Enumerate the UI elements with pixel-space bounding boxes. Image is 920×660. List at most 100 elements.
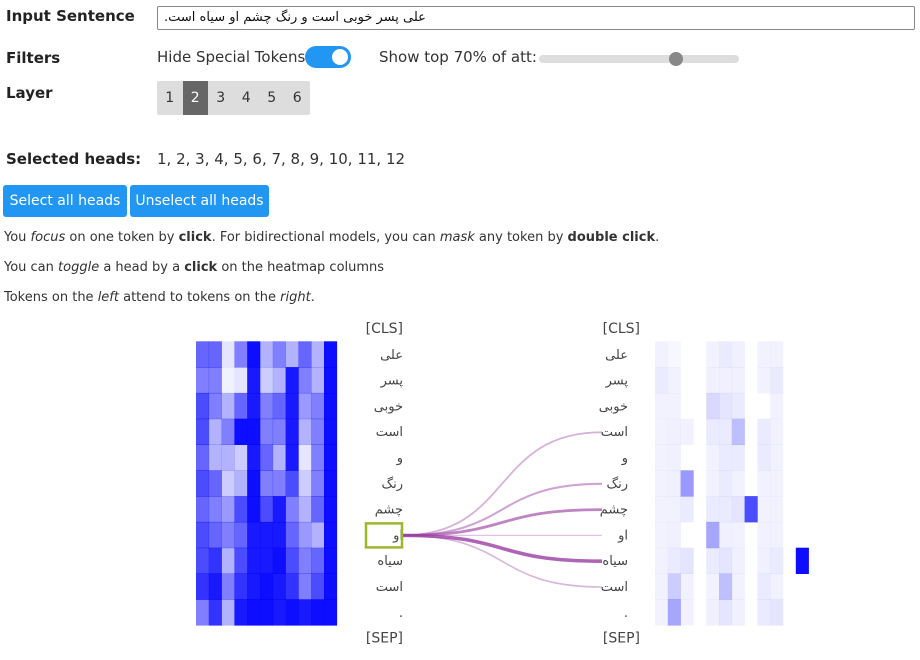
right-token[interactable]: علی — [605, 348, 628, 363]
left-heatmap-cell[interactable] — [285, 496, 299, 523]
left-heatmap-cell[interactable] — [260, 521, 274, 549]
left-heatmap-cell[interactable] — [298, 547, 312, 574]
right-heatmap-cell[interactable] — [731, 599, 745, 626]
left-heatmap-cell[interactable] — [298, 573, 312, 600]
left-heatmap-cell[interactable] — [298, 470, 312, 497]
left-heatmap-cell[interactable] — [311, 599, 325, 626]
right-heatmap-cell[interactable] — [655, 521, 669, 549]
left-heatmap-cell[interactable] — [260, 547, 274, 574]
left-heatmap-cell[interactable] — [260, 341, 274, 368]
left-heatmap-cell[interactable] — [324, 573, 338, 600]
right-heatmap-cell[interactable] — [731, 392, 745, 420]
left-heatmap-cell[interactable] — [196, 418, 210, 445]
left-heatmap-cell[interactable] — [324, 521, 338, 549]
right-heatmap-cell[interactable] — [706, 418, 720, 445]
left-heatmap-cell[interactable] — [298, 367, 312, 394]
right-heatmap-cell[interactable] — [667, 392, 681, 420]
left-heatmap-cell[interactable] — [285, 418, 299, 445]
left-heatmap-cell[interactable] — [234, 547, 248, 574]
layer-button-2[interactable]: 2 — [182, 81, 208, 115]
left-token[interactable]: . — [399, 606, 403, 621]
left-heatmap-cell[interactable] — [285, 521, 299, 549]
right-heatmap-cell[interactable] — [757, 444, 771, 471]
select-all-heads-button[interactable]: Select all heads — [3, 185, 127, 217]
left-heatmap-cell[interactable] — [221, 444, 235, 471]
right-heatmap-cell[interactable] — [770, 341, 784, 368]
right-token[interactable]: است — [601, 425, 628, 440]
left-heatmap-cell[interactable] — [234, 521, 248, 549]
left-heatmap-cell[interactable] — [260, 496, 274, 523]
right-heatmap-cell[interactable] — [667, 547, 681, 574]
right-heatmap-cell[interactable] — [731, 341, 745, 368]
left-heatmap-cell[interactable] — [234, 444, 248, 471]
right-heatmap-cell[interactable] — [706, 547, 720, 574]
right-heatmap-cell[interactable] — [680, 547, 694, 574]
hide-special-tokens-toggle[interactable] — [305, 46, 351, 68]
left-heatmap-cell[interactable] — [324, 444, 338, 471]
left-heatmap-cell[interactable] — [247, 496, 261, 523]
left-heatmap-cell[interactable] — [298, 444, 312, 471]
left-heatmap-cell[interactable] — [272, 341, 286, 368]
left-heatmap-cell[interactable] — [311, 573, 325, 600]
right-heatmap-cell[interactable] — [757, 496, 771, 523]
left-heatmap-cell[interactable] — [208, 496, 222, 523]
left-heatmap-cell[interactable] — [208, 392, 222, 420]
unselect-all-heads-button[interactable]: Unselect all heads — [130, 185, 269, 217]
right-heatmap-cell[interactable] — [757, 573, 771, 600]
right-heatmap-cell[interactable] — [770, 496, 784, 523]
right-heatmap-cell[interactable] — [770, 547, 784, 574]
left-heatmap-cell[interactable] — [221, 341, 235, 368]
left-heatmap-cell[interactable] — [311, 392, 325, 420]
left-heatmap-cell[interactable] — [221, 392, 235, 420]
left-heatmap-cell[interactable] — [247, 444, 261, 471]
right-heatmap-cell[interactable] — [719, 496, 733, 523]
sentence-input[interactable]: علی پسر خوبی است و رنگ چشم او سیاه است. — [157, 6, 915, 30]
right-heatmap-cell[interactable] — [667, 573, 681, 600]
right-heatmap-cell[interactable] — [667, 470, 681, 497]
left-token[interactable]: سیاه — [377, 554, 403, 569]
slider-thumb[interactable] — [669, 52, 683, 66]
right-heatmap-cell[interactable] — [655, 573, 669, 600]
right-heatmap-cell[interactable] — [770, 521, 784, 549]
right-heatmap-cell[interactable] — [757, 547, 771, 574]
left-heatmap-cell[interactable] — [311, 418, 325, 445]
left-heatmap-cell[interactable] — [234, 496, 248, 523]
left-heatmap-cell[interactable] — [221, 521, 235, 549]
right-heatmap-cell[interactable] — [719, 521, 733, 549]
right-heatmap-cell[interactable] — [731, 367, 745, 394]
right-token[interactable]: رنگ — [606, 476, 628, 492]
left-heatmap-cell[interactable] — [208, 547, 222, 574]
right-token[interactable]: و — [621, 451, 628, 466]
right-heatmap-cell[interactable] — [668, 341, 681, 367]
left-heatmap-cell[interactable] — [324, 418, 338, 445]
right-heatmap-cell[interactable] — [667, 521, 681, 549]
left-heatmap-cell[interactable] — [208, 367, 222, 394]
left-heatmap-cell[interactable] — [221, 599, 235, 626]
right-heatmap-cell[interactable] — [680, 496, 694, 523]
left-heatmap-cell[interactable] — [272, 496, 286, 523]
right-heatmap-cell[interactable] — [719, 547, 733, 574]
right-heatmap-cell[interactable] — [757, 341, 771, 368]
left-heatmap-cell[interactable] — [208, 521, 222, 549]
right-heatmap-cell[interactable] — [719, 470, 733, 497]
left-heatmap-cell[interactable] — [272, 547, 286, 574]
left-heatmap-cell[interactable] — [234, 470, 248, 497]
left-heatmap-cell[interactable] — [234, 341, 248, 368]
left-heatmap-cell[interactable] — [260, 470, 274, 497]
right-heatmap-cell[interactable] — [680, 418, 694, 445]
left-heatmap-cell[interactable] — [196, 367, 210, 394]
left-heatmap-cell[interactable] — [298, 599, 312, 626]
right-heatmap-cell[interactable] — [731, 418, 745, 445]
left-heatmap-cell[interactable] — [221, 418, 235, 445]
right-token[interactable]: پسر — [605, 374, 629, 389]
right-heatmap-cell[interactable] — [667, 418, 681, 445]
left-heatmap-cell[interactable] — [272, 599, 286, 626]
right-heatmap-cell[interactable] — [655, 444, 669, 471]
left-heatmap-cell[interactable] — [311, 470, 325, 497]
left-heatmap-cell[interactable] — [196, 470, 210, 497]
left-heatmap-cell[interactable] — [272, 573, 286, 600]
left-heatmap-cell[interactable] — [285, 470, 299, 497]
left-heatmap-cell[interactable] — [247, 341, 261, 368]
left-heatmap-cell[interactable] — [260, 392, 274, 420]
right-heatmap-cell[interactable] — [757, 367, 771, 394]
